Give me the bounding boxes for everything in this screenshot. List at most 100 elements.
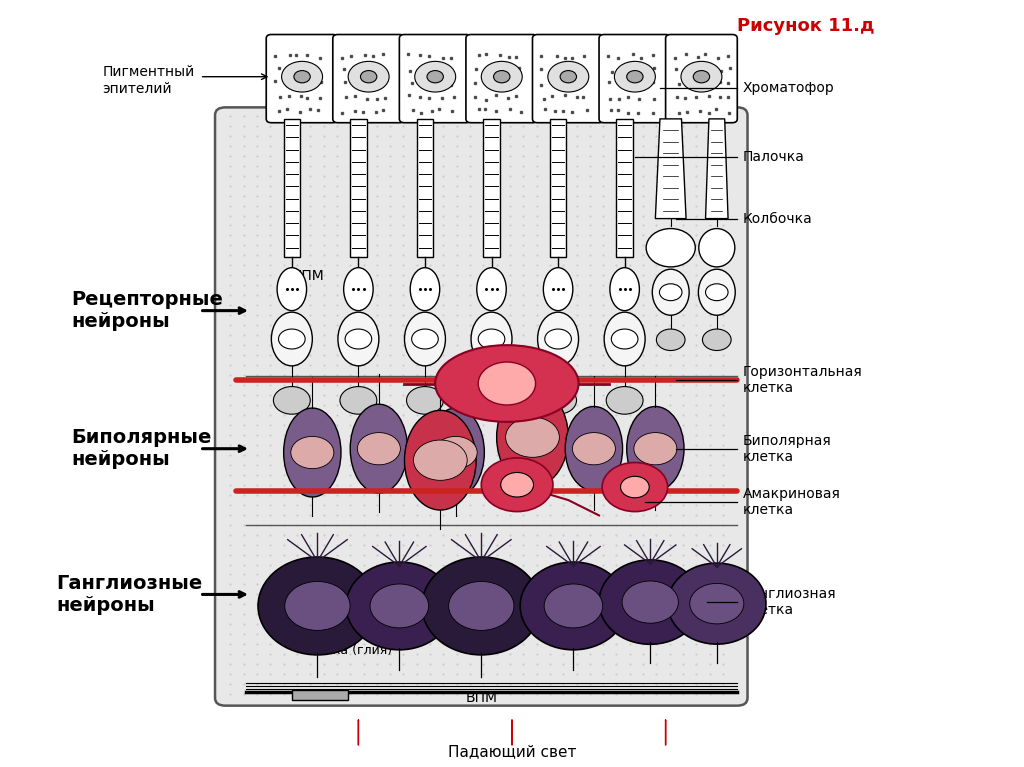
Ellipse shape	[278, 268, 306, 311]
Circle shape	[294, 71, 310, 83]
Ellipse shape	[627, 407, 684, 491]
Circle shape	[345, 329, 372, 349]
Circle shape	[627, 71, 643, 83]
Text: Ганглиозные
нейроны: Ганглиозные нейроны	[56, 574, 203, 615]
Text: Падающий свет: Падающий свет	[447, 744, 577, 759]
Bar	[284, 119, 300, 257]
Bar	[417, 119, 433, 257]
Ellipse shape	[520, 562, 627, 650]
FancyBboxPatch shape	[666, 35, 737, 123]
Ellipse shape	[477, 268, 506, 311]
Circle shape	[506, 417, 559, 457]
Ellipse shape	[407, 387, 443, 414]
Ellipse shape	[340, 387, 377, 414]
Ellipse shape	[258, 557, 377, 655]
Circle shape	[449, 581, 514, 630]
Circle shape	[681, 61, 722, 92]
Circle shape	[291, 436, 334, 469]
Polygon shape	[655, 119, 686, 219]
Ellipse shape	[698, 269, 735, 315]
Ellipse shape	[604, 312, 645, 366]
Circle shape	[478, 362, 536, 405]
Ellipse shape	[646, 229, 695, 267]
Bar	[616, 119, 633, 257]
Ellipse shape	[422, 557, 541, 655]
Text: Рисунок 11.д: Рисунок 11.д	[737, 17, 874, 35]
Ellipse shape	[404, 312, 445, 366]
Text: Палочка: Палочка	[742, 150, 804, 164]
FancyBboxPatch shape	[266, 35, 338, 123]
Circle shape	[659, 284, 682, 301]
Circle shape	[494, 71, 510, 83]
Circle shape	[279, 329, 305, 349]
Ellipse shape	[602, 463, 668, 512]
Circle shape	[415, 61, 456, 92]
Ellipse shape	[652, 269, 689, 315]
Circle shape	[621, 476, 649, 498]
Circle shape	[348, 61, 389, 92]
Text: Биполярная
клетка: Биполярная клетка	[742, 433, 831, 464]
Circle shape	[481, 61, 522, 92]
Circle shape	[414, 440, 467, 480]
Ellipse shape	[435, 345, 579, 422]
Circle shape	[572, 433, 615, 465]
Circle shape	[693, 71, 710, 83]
Bar	[350, 119, 367, 257]
Circle shape	[560, 71, 577, 83]
FancyBboxPatch shape	[532, 35, 604, 123]
Polygon shape	[706, 119, 728, 219]
Ellipse shape	[284, 408, 341, 497]
Circle shape	[548, 61, 589, 92]
Text: Колбочка: Колбочка	[742, 212, 812, 225]
Bar	[550, 119, 566, 257]
Circle shape	[634, 433, 677, 465]
Ellipse shape	[346, 562, 453, 650]
Ellipse shape	[350, 404, 408, 493]
Circle shape	[706, 284, 728, 301]
Text: Горизонтальная
клетка: Горизонтальная клетка	[742, 364, 862, 395]
Ellipse shape	[656, 329, 685, 351]
Circle shape	[282, 61, 323, 92]
FancyBboxPatch shape	[399, 35, 471, 123]
Ellipse shape	[404, 410, 476, 510]
Ellipse shape	[610, 268, 639, 311]
Ellipse shape	[565, 407, 623, 491]
Circle shape	[501, 472, 534, 497]
Text: Биполярные
нейроны: Биполярные нейроны	[72, 428, 212, 469]
Circle shape	[545, 329, 571, 349]
Text: Хроматофор: Хроматофор	[742, 81, 835, 95]
Ellipse shape	[427, 408, 484, 497]
Ellipse shape	[540, 387, 577, 414]
Circle shape	[478, 329, 505, 349]
Text: Рецепторные
нейроны: Рецепторные нейроны	[72, 290, 223, 331]
Text: Амакриновая
клетка: Амакриновая клетка	[742, 487, 841, 518]
Ellipse shape	[481, 458, 553, 512]
FancyBboxPatch shape	[466, 35, 538, 123]
Circle shape	[285, 581, 350, 630]
Circle shape	[544, 584, 603, 628]
Circle shape	[434, 436, 477, 469]
Circle shape	[622, 581, 678, 623]
Text: Мюллерова
клетка (глия): Мюллерова клетка (глия)	[302, 629, 392, 657]
Ellipse shape	[338, 312, 379, 366]
Ellipse shape	[698, 229, 735, 267]
FancyBboxPatch shape	[333, 35, 404, 123]
Circle shape	[614, 61, 655, 92]
FancyBboxPatch shape	[215, 107, 748, 706]
Circle shape	[690, 584, 743, 624]
Ellipse shape	[344, 268, 373, 311]
Ellipse shape	[497, 387, 568, 487]
Ellipse shape	[599, 560, 701, 644]
Circle shape	[370, 584, 429, 628]
Ellipse shape	[271, 312, 312, 366]
Ellipse shape	[606, 387, 643, 414]
Bar	[483, 119, 500, 257]
Bar	[292, 690, 348, 700]
Ellipse shape	[702, 329, 731, 351]
Text: ВПМ: ВПМ	[466, 691, 498, 705]
Ellipse shape	[668, 563, 766, 644]
Ellipse shape	[411, 268, 439, 311]
Text: Пигментный
эпителий: Пигментный эпителий	[102, 65, 195, 96]
Circle shape	[357, 433, 400, 465]
Ellipse shape	[544, 268, 572, 311]
